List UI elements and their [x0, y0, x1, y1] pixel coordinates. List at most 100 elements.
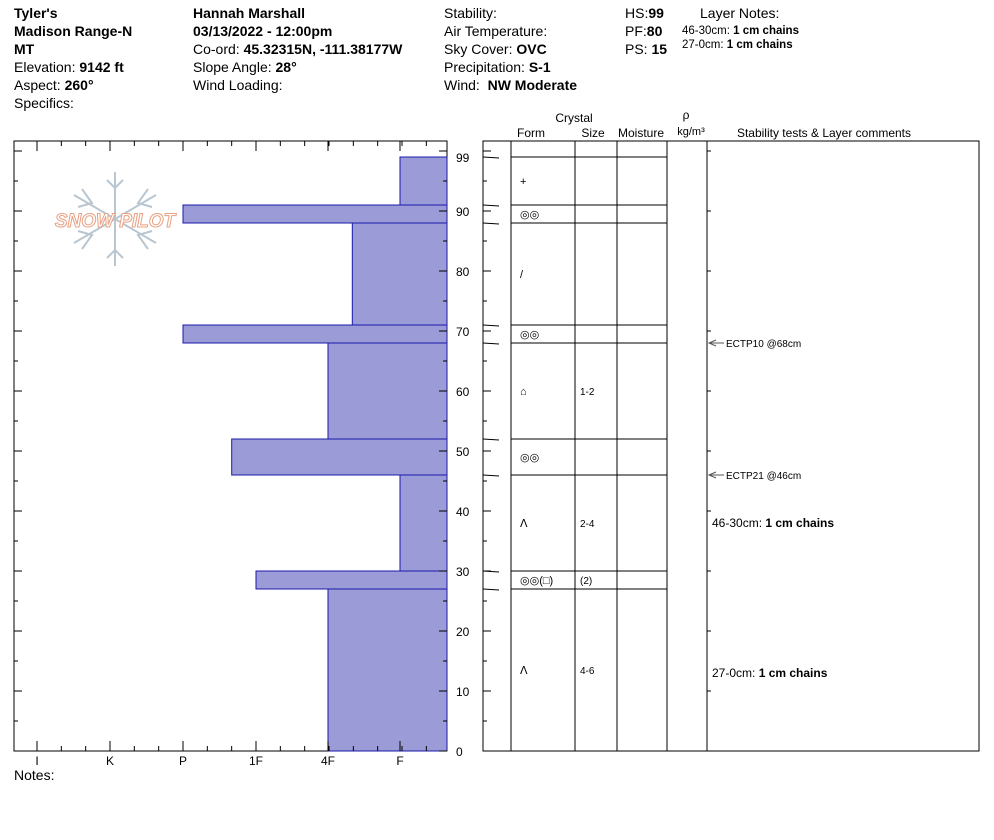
- hardness-bar: [327, 342, 448, 440]
- depth-axis: 0 10 20 30 40 50 60 70 80 90 99: [14, 150, 491, 759]
- elevation-value: 9142 ft: [79, 59, 124, 75]
- layer-notes-list: 46-30cm: 1 cm chains 27-0cm: 1 cm chains: [682, 24, 799, 52]
- layer-note-value: 1 cm chains: [733, 25, 799, 37]
- pf-label: PF:: [625, 23, 647, 39]
- depth-tick-label: 20: [456, 625, 470, 639]
- sky-value: OVC: [516, 41, 547, 57]
- hardness-bar: [182, 204, 448, 224]
- layer-connector: [482, 438, 500, 441]
- observation-datetime: 03/13/2022 - 12:00pm: [193, 23, 333, 39]
- hardness-bar: [399, 156, 448, 206]
- slope-label: Slope Angle:: [193, 59, 272, 75]
- layer-connector: [482, 204, 500, 207]
- grain-form: ◎◎(□): [520, 575, 553, 587]
- depth-tick-label: 40: [456, 505, 470, 519]
- state: MT: [14, 41, 35, 57]
- layer-connector: [482, 342, 500, 345]
- stability-test-label: ECTP21 @46cm: [726, 471, 801, 482]
- layer-connector: [482, 156, 500, 159]
- layer-connector: [482, 324, 500, 327]
- hardness-bar: [399, 474, 448, 572]
- mountain-range: Madison Range-N: [14, 23, 133, 39]
- specifics-label: Specifics:: [14, 95, 74, 111]
- test-arrow-head: [707, 339, 717, 347]
- location-name: Tyler's: [14, 5, 58, 21]
- slope-value: 28°: [275, 59, 297, 75]
- layer-note-range: 46-30cm:: [682, 25, 730, 37]
- depth-tick-label: 10: [456, 685, 470, 699]
- hardness-bar: [255, 570, 448, 590]
- layer-comment-range: 27-0cm:: [712, 666, 759, 680]
- comments-header: Stability tests & Layer comments: [737, 126, 911, 140]
- layer-comment: 27-0cm: 1 cm chains: [712, 666, 828, 680]
- stability-test-label: ECTP10 @68cm: [726, 339, 801, 350]
- aspect-value: 260°: [64, 77, 94, 93]
- elevation-label: Elevation:: [14, 59, 76, 75]
- pf-value: 80: [646, 23, 663, 39]
- depth-tick-label: 30: [456, 565, 470, 579]
- depth-tick-label: 0: [456, 745, 463, 759]
- grain-form: ⌂: [520, 386, 527, 398]
- layer-comment-text: 1 cm chains: [759, 666, 828, 680]
- wind-value: NW Moderate: [487, 77, 578, 93]
- layer-note-value: 1 cm chains: [726, 39, 793, 51]
- layer-comment-range: 46-30cm:: [712, 516, 765, 530]
- grain-form: ᐱ: [520, 665, 528, 677]
- grain-form: ᐱ: [520, 518, 528, 530]
- form-header: Form: [517, 126, 545, 140]
- depth-tick-label: 50: [456, 445, 470, 459]
- moisture-header: Moisture: [618, 126, 664, 140]
- hardness-bar: [327, 588, 448, 752]
- grain-form: ◎◎: [520, 209, 539, 221]
- hardness-tick-label: 4F: [321, 754, 335, 768]
- wind-label: Wind:: [444, 77, 480, 93]
- aspect-label: Aspect:: [14, 77, 61, 93]
- ps-value: 15: [651, 41, 668, 57]
- grain-size: 2-4: [580, 519, 595, 530]
- stability-label: Stability:: [444, 5, 497, 21]
- snowflake-icon: [73, 172, 157, 266]
- grain-size: (2): [580, 576, 592, 587]
- grain-form: ◎◎: [520, 452, 539, 464]
- ps-label: PS:: [625, 41, 648, 57]
- size-header: Size: [581, 126, 605, 140]
- precip-value: S-1: [528, 59, 551, 75]
- density-header: kg/m³: [677, 126, 705, 138]
- layer-connector: [482, 570, 500, 573]
- hardness-tick-label: F: [396, 754, 403, 768]
- hardness-tick-label: 1F: [249, 754, 263, 768]
- coord-value: 45.32315N, -111.38177W: [243, 41, 403, 57]
- grain-size: 4-6: [580, 666, 595, 677]
- hardness-bars: [182, 156, 448, 752]
- hardness-bar: [231, 438, 448, 476]
- wind-loading-label: Wind Loading:: [193, 77, 283, 93]
- air-temp-label: Air Temperature:: [444, 23, 548, 39]
- hs-label: HS:: [625, 5, 649, 21]
- coord-label: Co-ord:: [193, 41, 240, 57]
- rho-header: ρ: [683, 108, 690, 122]
- layer-table-frame: [482, 140, 980, 752]
- layer-comment-text: 1 cm chains: [765, 516, 834, 530]
- snowpilot-watermark: SNOW PILOT: [54, 172, 177, 266]
- hardness-tick-label: P: [179, 754, 187, 768]
- depth-tick-label: 70: [456, 325, 470, 339]
- test-arrow-head: [707, 471, 717, 479]
- depth-tick-label: 60: [456, 385, 470, 399]
- layer-rows: + ◎◎ / ◎◎ ⌂ 1-2 ◎◎ ᐱ 2-4 ◎◎(□) (2) ᐱ 4-6: [482, 156, 667, 677]
- hardness-bar: [182, 324, 448, 344]
- header-col4: HS:99 PF:80 PS: 15: [625, 4, 667, 58]
- observer-name: Hannah Marshall: [193, 5, 306, 21]
- layer-connector: [482, 474, 500, 477]
- notes-label: Notes:: [14, 767, 55, 783]
- hs-value: 99: [648, 5, 664, 21]
- grain-size: 1-2: [580, 387, 595, 398]
- comments-ticks: [707, 150, 711, 752]
- crystal-header: Crystal: [555, 111, 592, 125]
- hardness-tick-label: I: [35, 754, 38, 768]
- watermark-text: SNOW PILOT: [55, 211, 177, 232]
- depth-tick-label: 90: [456, 205, 470, 219]
- depth-tick-label: 80: [456, 265, 470, 279]
- hardness-axis: I K P 1F 4F F: [35, 141, 427, 768]
